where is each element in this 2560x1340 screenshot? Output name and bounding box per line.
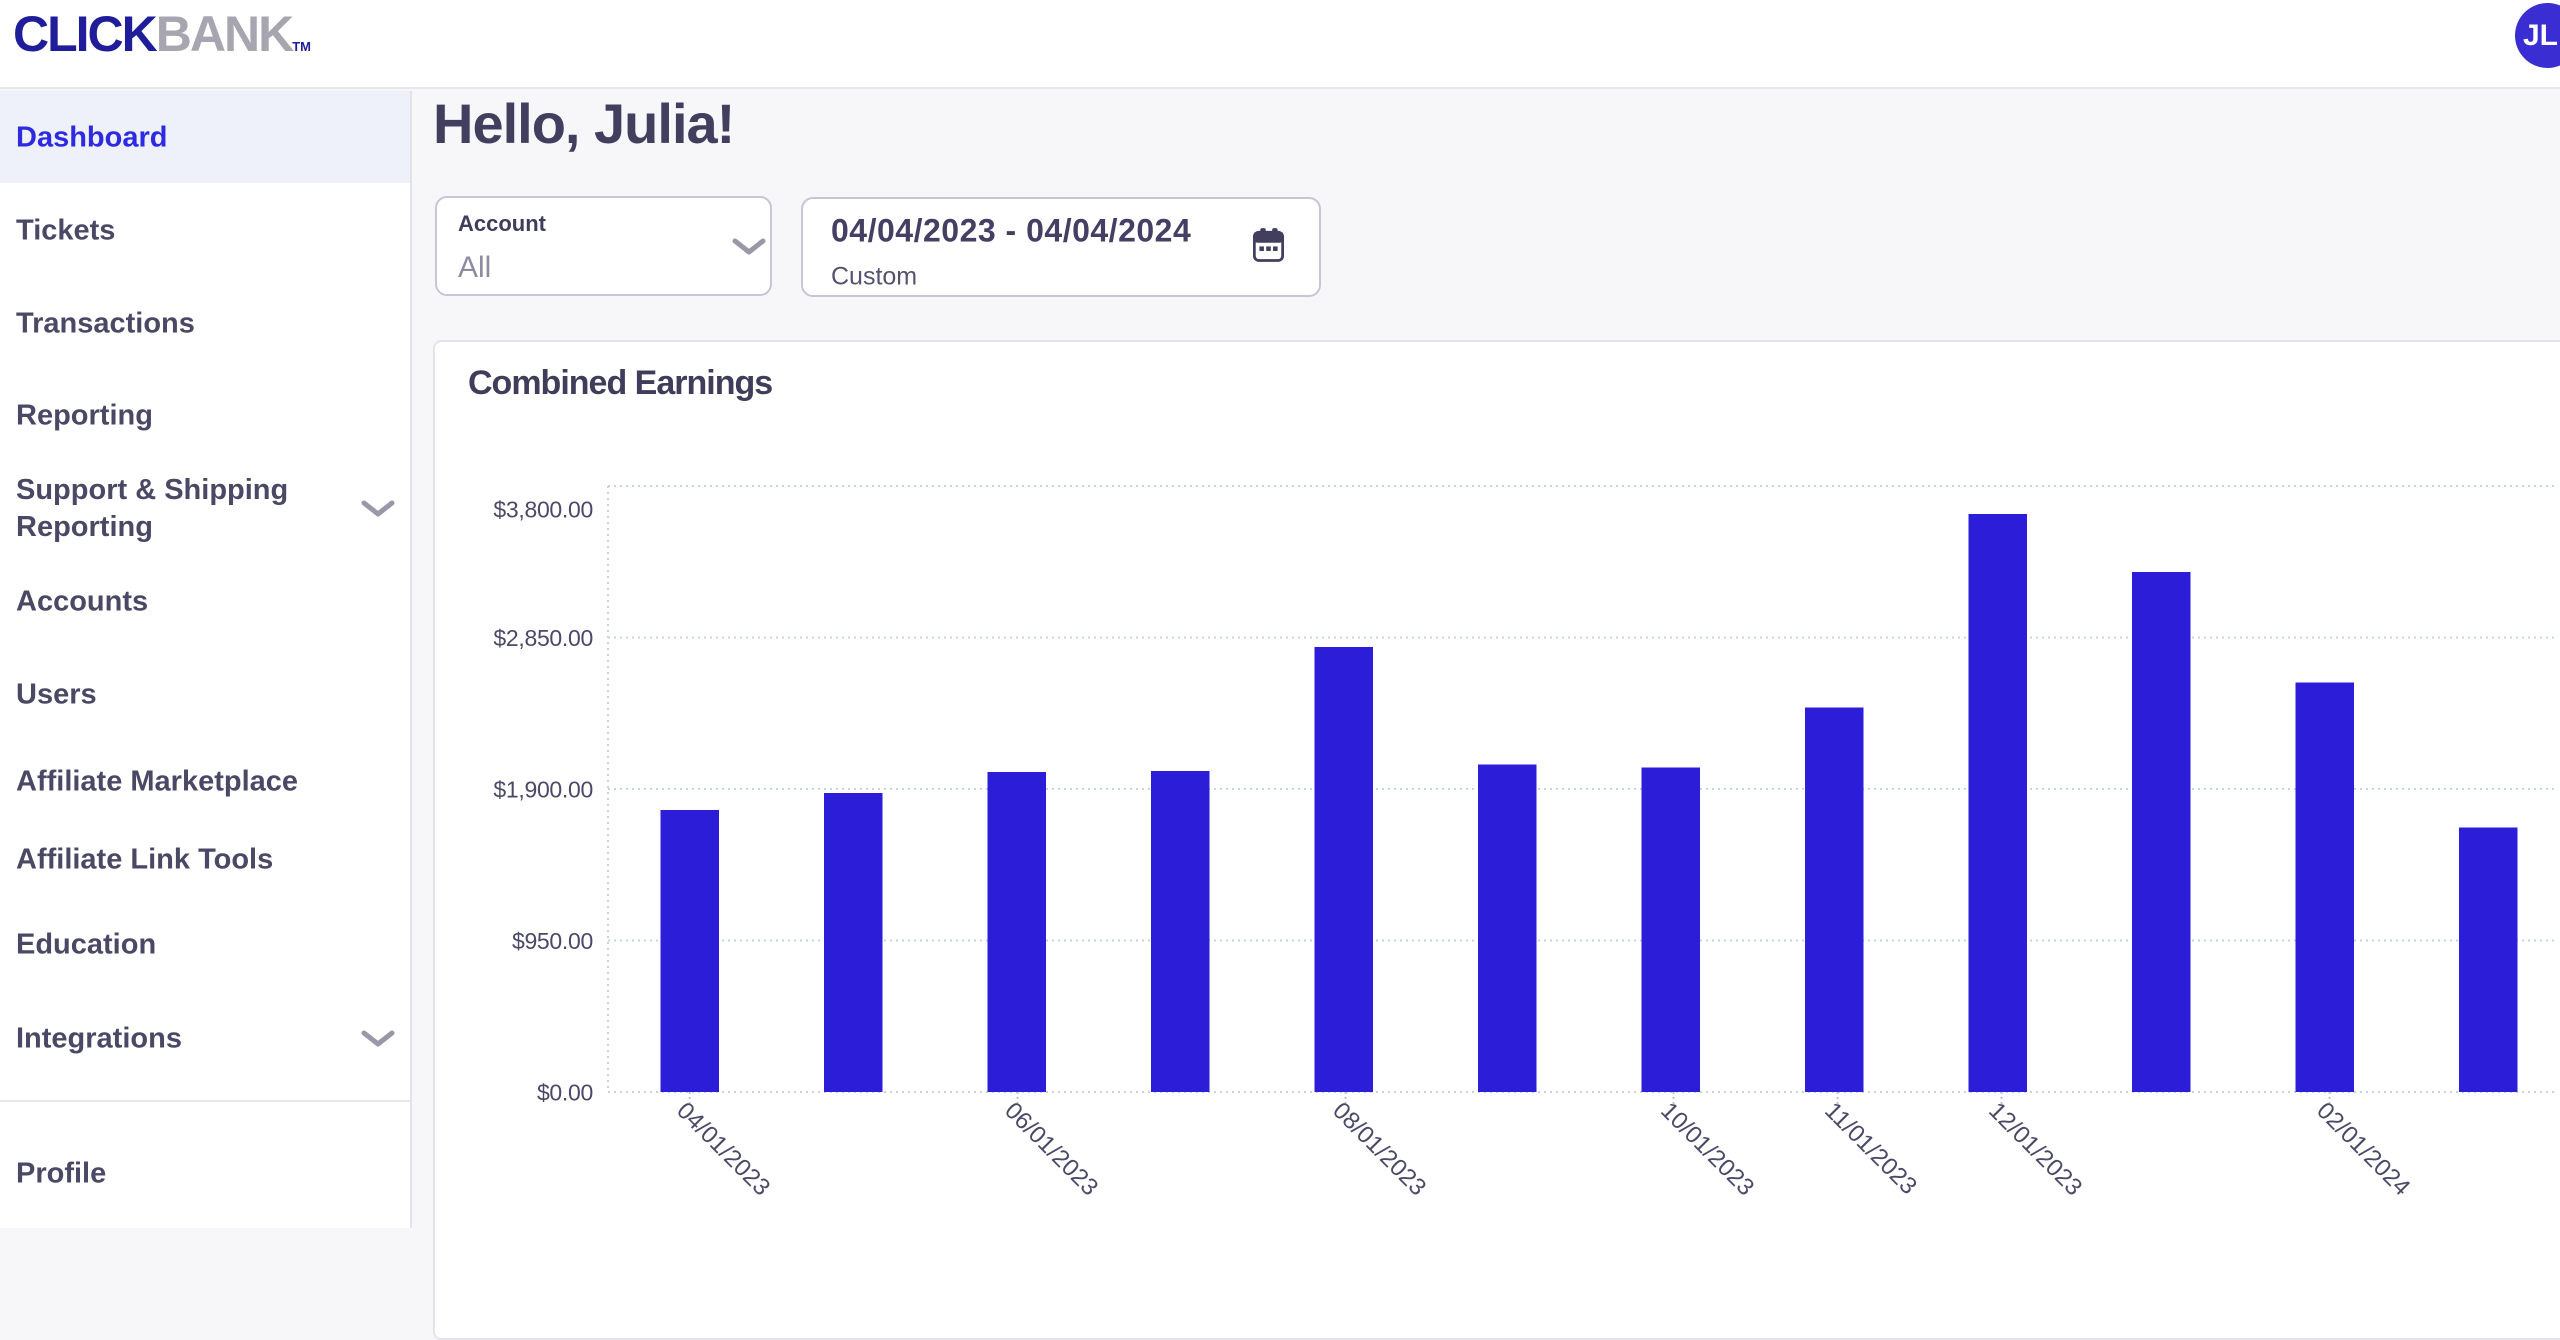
svg-text:02/01/2024: 02/01/2024 bbox=[2311, 1097, 2415, 1201]
svg-text:$1,900.00: $1,900.00 bbox=[493, 776, 593, 802]
svg-text:12/01/2023: 12/01/2023 bbox=[1983, 1097, 2087, 1201]
svg-text:04/01/2023: 04/01/2023 bbox=[671, 1097, 775, 1201]
svg-text:$0.00: $0.00 bbox=[537, 1079, 593, 1105]
svg-text:08/01/2023: 08/01/2023 bbox=[1327, 1097, 1431, 1201]
svg-text:06/01/2023: 06/01/2023 bbox=[999, 1097, 1103, 1201]
svg-text:11/01/2023: 11/01/2023 bbox=[1819, 1097, 1922, 1200]
svg-text:$950.00: $950.00 bbox=[512, 928, 593, 954]
svg-text:$2,850.00: $2,850.00 bbox=[493, 625, 593, 651]
svg-text:$3,800.00: $3,800.00 bbox=[493, 496, 593, 522]
svg-text:10/01/2023: 10/01/2023 bbox=[1655, 1097, 1759, 1201]
